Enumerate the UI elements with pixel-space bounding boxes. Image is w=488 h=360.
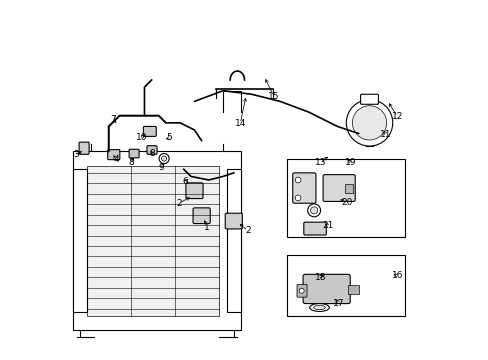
- Text: 17: 17: [333, 299, 344, 308]
- Text: 2: 2: [245, 226, 250, 235]
- Text: 2: 2: [176, 199, 181, 208]
- Circle shape: [352, 106, 386, 140]
- Circle shape: [307, 204, 320, 217]
- FancyBboxPatch shape: [225, 213, 242, 229]
- Circle shape: [162, 156, 166, 161]
- Text: 10: 10: [136, 132, 147, 141]
- Circle shape: [295, 177, 300, 183]
- Bar: [287, 158, 405, 237]
- FancyBboxPatch shape: [323, 175, 354, 202]
- Text: 14: 14: [234, 119, 245, 128]
- Circle shape: [346, 100, 392, 146]
- Text: 16: 16: [391, 271, 402, 280]
- Text: 12: 12: [391, 112, 402, 121]
- Ellipse shape: [309, 303, 328, 311]
- Text: 9: 9: [159, 163, 164, 172]
- Text: 11: 11: [380, 130, 391, 139]
- Text: 8: 8: [149, 149, 155, 158]
- Bar: [344, 184, 353, 193]
- FancyBboxPatch shape: [147, 146, 157, 154]
- Text: 4: 4: [113, 155, 119, 164]
- Bar: [287, 255, 405, 316]
- FancyBboxPatch shape: [107, 150, 120, 159]
- FancyBboxPatch shape: [193, 208, 210, 224]
- Text: 8: 8: [128, 158, 134, 167]
- FancyBboxPatch shape: [129, 149, 139, 158]
- Bar: [73, 152, 241, 330]
- Bar: [347, 285, 358, 294]
- Text: 20: 20: [341, 198, 352, 207]
- Circle shape: [299, 288, 304, 293]
- Text: 3: 3: [73, 150, 79, 159]
- FancyBboxPatch shape: [303, 222, 325, 235]
- Circle shape: [159, 154, 169, 163]
- Text: 7: 7: [110, 116, 116, 125]
- Text: 1: 1: [203, 222, 209, 231]
- FancyBboxPatch shape: [185, 183, 203, 199]
- Bar: [73, 169, 87, 312]
- Text: 15: 15: [267, 91, 279, 100]
- Text: 21: 21: [322, 221, 333, 230]
- Text: 6: 6: [183, 177, 188, 186]
- Circle shape: [310, 207, 317, 214]
- Bar: [87, 166, 219, 316]
- FancyBboxPatch shape: [292, 173, 315, 203]
- FancyBboxPatch shape: [143, 126, 156, 136]
- FancyBboxPatch shape: [303, 274, 349, 303]
- FancyBboxPatch shape: [79, 142, 89, 154]
- Bar: [226, 169, 241, 312]
- Circle shape: [295, 195, 300, 201]
- Text: 19: 19: [345, 158, 356, 167]
- Text: 5: 5: [166, 133, 172, 142]
- FancyBboxPatch shape: [296, 284, 306, 297]
- FancyBboxPatch shape: [360, 94, 378, 104]
- Text: 18: 18: [314, 273, 325, 282]
- Text: 13: 13: [314, 158, 325, 167]
- Ellipse shape: [313, 305, 325, 310]
